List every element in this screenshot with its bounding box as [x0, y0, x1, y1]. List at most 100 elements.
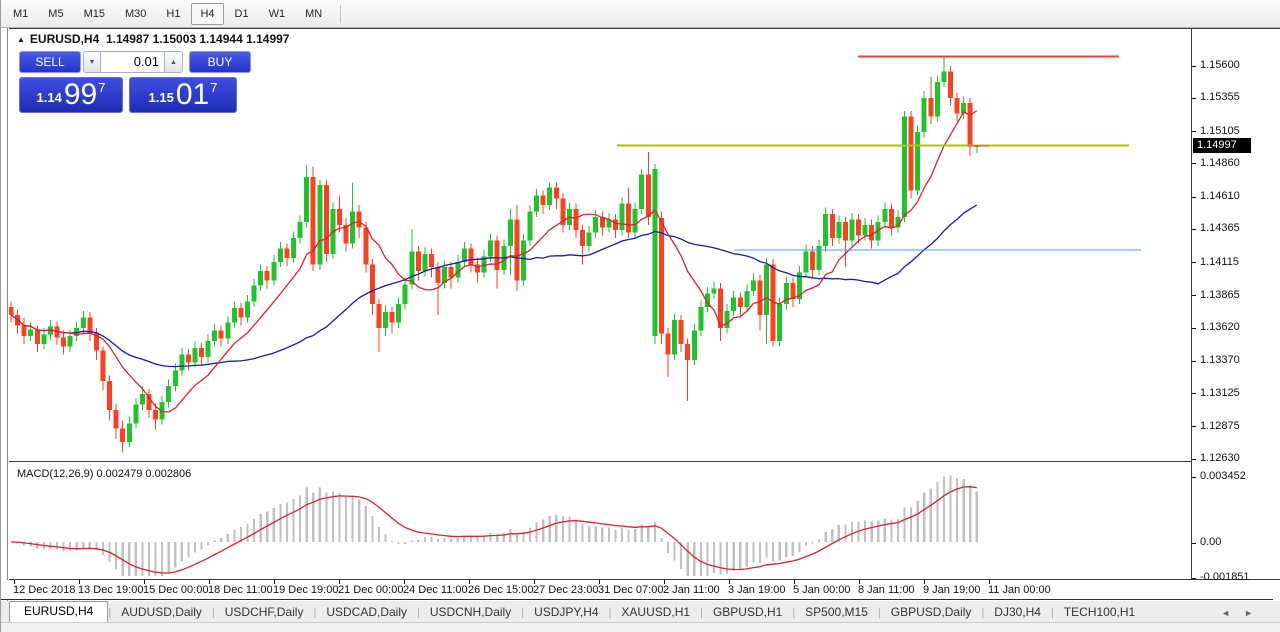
volume-increase-icon[interactable]: ▲ — [165, 51, 183, 73]
candle-body — [534, 195, 540, 212]
chart-tab-usdjpy-h4[interactable]: USDJPY,H4 — [534, 605, 599, 619]
sell-price-button[interactable]: 1.14 99 7 — [19, 77, 123, 113]
macd-axis-tick — [1192, 476, 1196, 478]
candle-body — [895, 216, 901, 228]
buy-price-button[interactable]: 1.15 01 7 — [129, 77, 237, 113]
chart-tab-gbpusd-h1[interactable]: GBPUSD,H1 — [712, 605, 783, 619]
candle-body — [343, 224, 349, 244]
sell-button[interactable]: SELL — [19, 51, 81, 73]
price-axis-tick — [1192, 65, 1196, 67]
candle-body — [527, 211, 533, 241]
candle-body — [376, 304, 382, 328]
buy-button[interactable]: BUY — [189, 51, 251, 73]
timeframe-button-m15[interactable]: M15 — [83, 7, 105, 20]
candlestick-chart[interactable] — [9, 29, 1191, 463]
candle-body — [750, 280, 756, 291]
candle-body — [323, 185, 329, 254]
candle-body — [645, 174, 651, 217]
timeframe-button-h4[interactable]: H4 — [191, 2, 224, 25]
candle-body — [836, 222, 842, 239]
candle-body — [245, 301, 251, 318]
chart-tab-usdchf-daily[interactable]: USDCHF,Daily — [224, 605, 304, 619]
time-axis-label: 31 Dec 07:00 — [598, 584, 664, 596]
tab-scroll-arrows[interactable]: ◄► — [1221, 608, 1267, 622]
timeframe-button-w1[interactable]: W1 — [268, 7, 286, 20]
macd-chart[interactable] — [9, 464, 1191, 580]
price-axis-label: 1.14115 — [1200, 255, 1239, 268]
volume-decrease-icon[interactable]: ▼ — [83, 51, 101, 73]
timeframe-button-m30[interactable]: M30 — [124, 7, 147, 20]
candle-body — [356, 211, 362, 228]
candle-body — [389, 312, 395, 323]
candle-body — [212, 330, 218, 342]
candle-body — [902, 116, 908, 217]
candle-body — [146, 394, 152, 411]
chart-tab-eurusd-h4[interactable]: EURUSD,H4 — [9, 601, 109, 622]
price-axis-tick — [1192, 327, 1196, 329]
volume-input[interactable]: 0.01 — [101, 51, 165, 73]
tab-divider: | — [211, 607, 215, 619]
candle-body — [915, 132, 921, 191]
time-axis-tick — [534, 580, 535, 584]
collapse-icon[interactable]: ▲ — [17, 35, 25, 44]
chart-tab-usdcnh-daily[interactable]: USDCNH,Daily — [429, 605, 512, 619]
timeframe-button-h1[interactable]: H1 — [166, 7, 181, 20]
price-axis-tick — [1192, 262, 1196, 263]
candle-body — [28, 329, 34, 336]
timeframe-button-m1[interactable]: M1 — [13, 7, 29, 20]
candle-body — [34, 329, 40, 344]
candle-body — [948, 71, 954, 98]
macd-indicator-pane[interactable]: MACD(12,26,9) 0.002479 0.002806 — [9, 464, 1191, 580]
candle-body — [435, 267, 441, 284]
candle-body — [474, 264, 480, 273]
chart-title: ▲ EURUSD,H4 1.14987 1.15003 1.14944 1.149… — [17, 32, 289, 46]
tab-scroll-right-icon[interactable]: ► — [1244, 608, 1267, 618]
tab-scroll-left-icon[interactable]: ◄ — [1221, 608, 1245, 618]
macd-axis-label: 0.00 — [1200, 536, 1222, 548]
candle-body — [93, 333, 99, 351]
time-axis-tick — [469, 580, 470, 584]
status-bar — [1, 622, 1280, 632]
chart-symbol-period: EURUSD,H4 — [29, 32, 100, 46]
candle-body — [796, 272, 802, 299]
candle-body — [494, 240, 500, 270]
candle-body — [422, 253, 428, 272]
timeframe-button-mn[interactable]: MN — [305, 7, 323, 20]
time-axis-label: 5 Jan 00:00 — [793, 584, 851, 596]
timeframe-button-d1[interactable]: D1 — [234, 7, 249, 20]
candle-body — [560, 198, 566, 225]
candle-body — [133, 404, 139, 424]
time-axis-label: 11 Jan 00:00 — [988, 584, 1051, 596]
candle-body — [921, 97, 927, 133]
candle-body — [291, 238, 297, 258]
price-axis[interactable]: 1.14997 1.15600 1.15355 1.15105 1.14860 1.14… — [1191, 28, 1280, 583]
candle-body — [402, 284, 408, 305]
candle-body — [369, 264, 375, 305]
candle-body — [829, 214, 835, 239]
price-axis-tick — [1192, 295, 1196, 297]
candle-body — [468, 248, 474, 265]
chart-tab-xauusd-h1[interactable]: XAUUSD,H1 — [621, 605, 691, 619]
chart-tab-tech100-h1[interactable]: TECH100,H1 — [1063, 605, 1136, 619]
candle-body — [718, 288, 724, 328]
chart-tab-sp500-m15[interactable]: SP500,M15 — [805, 605, 868, 619]
macd-label: MACD(12,26,9) 0.002479 0.002806 — [17, 468, 192, 480]
macd-signal-line — [10, 486, 977, 574]
chart-tab-usdcad-daily[interactable]: USDCAD,Daily — [326, 605, 407, 619]
chart-tab-dj30-h4[interactable]: DJ30,H4 — [994, 605, 1041, 619]
chart-tab-gbpusd-daily[interactable]: GBPUSD,Daily — [890, 605, 972, 619]
candle-body — [120, 428, 126, 442]
chart-tab-audusd-daily[interactable]: AUDUSD,Daily — [121, 605, 202, 619]
tab-divider: | — [313, 607, 317, 619]
time-axis[interactable]: 12 Dec 2018 13 Dec 19:00 15 Dec 00:00 18 De… — [1, 580, 1273, 600]
candle-body — [691, 330, 697, 360]
candle-body — [586, 232, 592, 246]
candle-body — [448, 267, 454, 278]
timeframe-button-m5[interactable]: M5 — [48, 7, 64, 20]
time-axis-label: 2 Jan 11:00 — [663, 584, 720, 596]
price-chart-pane[interactable]: ▲ EURUSD,H4 1.14987 1.15003 1.14944 1.149… — [9, 28, 1191, 462]
price-axis-label: 1.15600 — [1200, 59, 1240, 71]
candle-body — [481, 256, 487, 273]
price-axis-tick — [1192, 196, 1196, 198]
